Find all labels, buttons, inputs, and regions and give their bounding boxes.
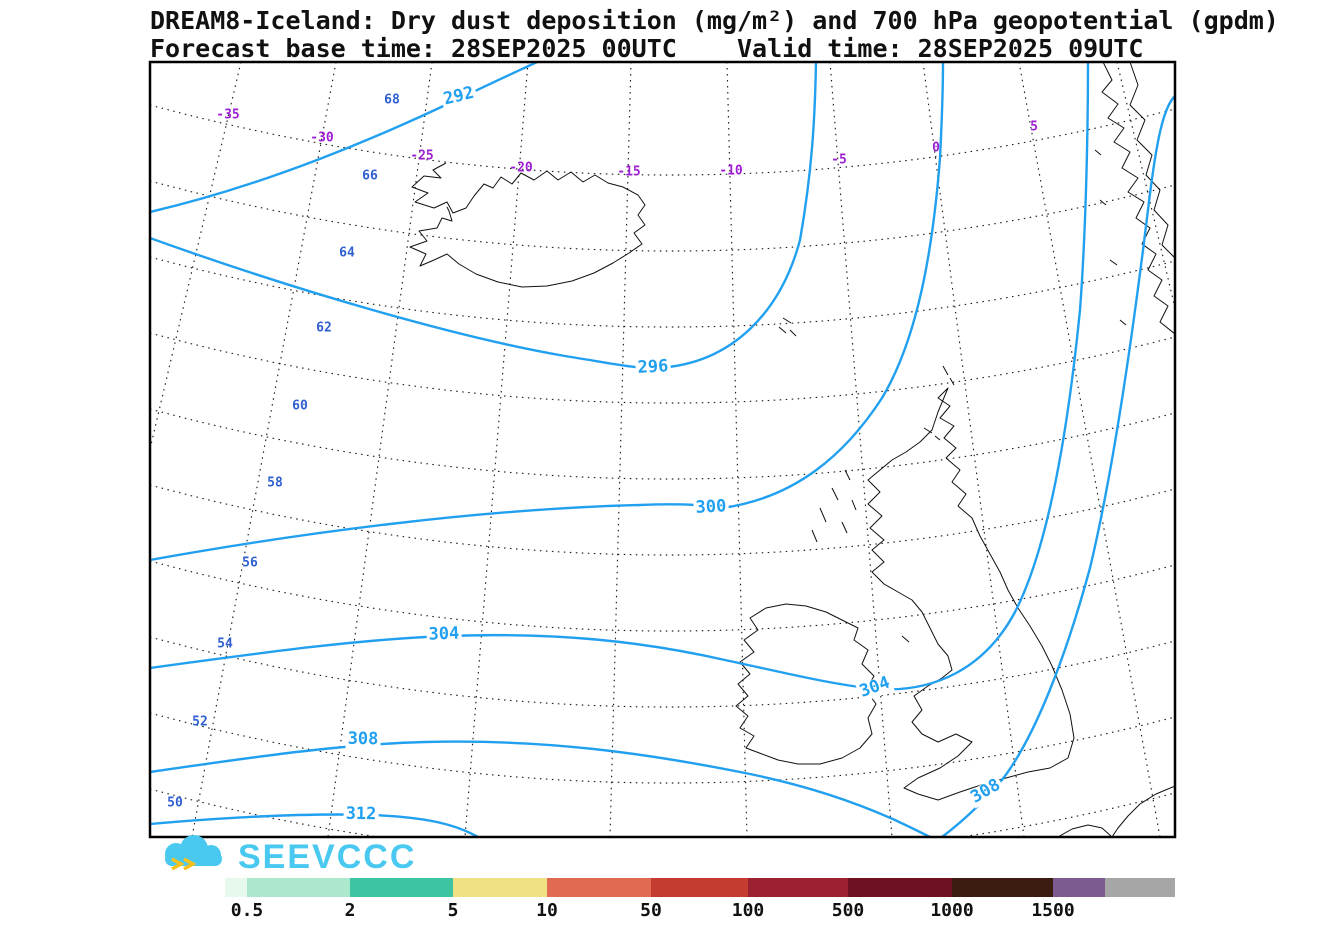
lon-label: -20 — [509, 160, 533, 176]
seevccc-cloud-icon — [165, 835, 222, 871]
legend-segment — [453, 878, 547, 897]
lon-label: -10 — [719, 163, 743, 179]
lon-label: 5 — [1030, 119, 1038, 135]
legend-segment — [225, 878, 247, 897]
contour-label-308: 308 — [345, 728, 381, 750]
contour-label-296: 296 — [635, 356, 671, 378]
lon-label: -15 — [617, 164, 641, 180]
contour-label-304: 304 — [426, 623, 462, 645]
contour-292 — [151, 63, 538, 213]
coast-hebrides — [811, 469, 857, 543]
legend-tick: 500 — [831, 900, 865, 921]
lon-label: -25 — [410, 148, 434, 164]
lat-label: 68 — [384, 92, 400, 108]
legend-segment — [350, 878, 453, 897]
coast-great-britain — [867, 387, 1075, 801]
lat-label: 50 — [167, 795, 183, 811]
legend-segment — [651, 878, 748, 897]
coast-ireland — [735, 603, 877, 765]
legend-tick: 1000 — [930, 900, 974, 921]
contour-label-300: 300 — [693, 496, 729, 518]
contour-300 — [151, 63, 945, 562]
lat-label: 64 — [339, 245, 355, 261]
legend-segment — [247, 878, 350, 897]
page-title: DREAM8-Iceland: Dry dust deposition (mg/… — [150, 6, 1279, 35]
map-border — [148, 60, 1177, 839]
page-subtitle: Forecast base time: 28SEP2025 00UTC Vali… — [150, 34, 1144, 63]
coast-france — [1058, 785, 1174, 836]
legend-tick: 50 — [640, 900, 662, 921]
legend-segment — [748, 878, 848, 897]
geopotential-contours — [151, 63, 1174, 836]
legend-segment — [1105, 878, 1175, 897]
lon-label: -35 — [216, 107, 240, 123]
lon-label: -30 — [310, 130, 334, 146]
legend-segment — [547, 878, 651, 897]
legend-segment — [848, 878, 952, 897]
lon-label: 0 — [932, 140, 940, 156]
legend-tick: 0.5 — [230, 900, 264, 921]
lat-label: 54 — [217, 636, 233, 652]
lat-label: 56 — [242, 555, 258, 571]
coastlines — [409, 63, 1174, 836]
coast-norway — [1101, 63, 1174, 334]
coast-iceland — [409, 162, 646, 288]
contour-296 — [151, 63, 818, 370]
coast-shetland — [923, 365, 955, 441]
seevccc-logo-text: SEEVCCC — [238, 838, 417, 876]
contour-304 — [151, 63, 1090, 691]
lat-label: 60 — [292, 398, 308, 414]
contour-label-312: 312 — [343, 803, 379, 825]
double-chevron-icon — [171, 857, 197, 871]
legend-tick: 1500 — [1031, 900, 1075, 921]
contour-308-west — [151, 740, 931, 836]
legend-tick: 10 — [536, 900, 558, 921]
coast-faroe — [778, 317, 797, 337]
contour-308-east — [941, 95, 1174, 836]
lat-label: 52 — [192, 714, 208, 730]
lon-label: -5 — [831, 152, 847, 168]
lat-label: 66 — [362, 168, 378, 184]
lat-label: 58 — [267, 475, 283, 491]
legend-tick: 5 — [447, 900, 459, 921]
legend-segment — [1053, 878, 1105, 897]
legend-tick: 100 — [731, 900, 765, 921]
legend-segment — [952, 878, 1053, 897]
legend-tick: 2 — [344, 900, 356, 921]
lat-label: 62 — [316, 320, 332, 336]
graticule-grid — [151, 63, 1174, 836]
